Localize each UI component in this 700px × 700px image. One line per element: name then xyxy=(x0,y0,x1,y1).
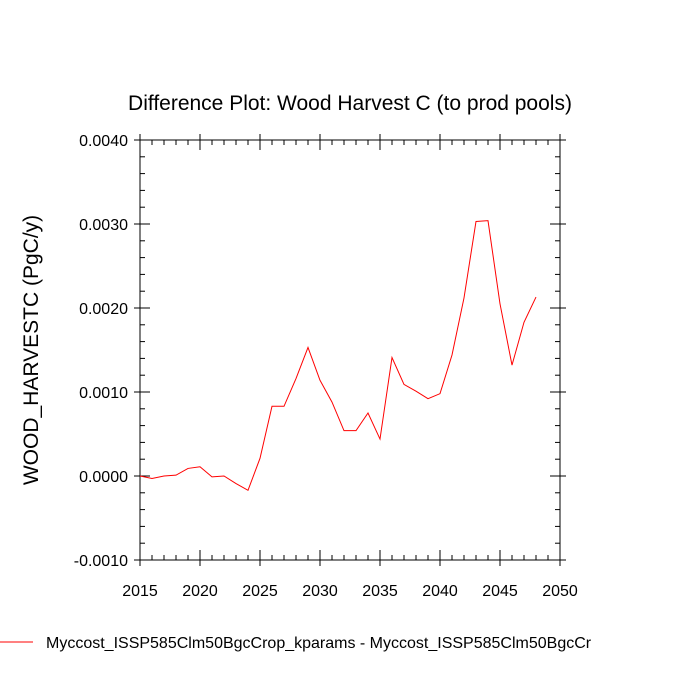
legend-label: Myccost_ISSP585Clm50BgcCrop_kparams - My… xyxy=(46,635,592,652)
series-line xyxy=(139,220,537,492)
x-tick-label: 2025 xyxy=(242,583,278,600)
y-tick-label: 0.0040 xyxy=(79,133,128,150)
legend: Myccost_ISSP585Clm50BgcCrop_kparams - My… xyxy=(0,635,592,652)
series-layer xyxy=(139,220,537,492)
x-tick-label: 2040 xyxy=(422,583,458,600)
x-tick-label: 2035 xyxy=(362,583,398,600)
y-tick-label: 0.0020 xyxy=(79,301,128,318)
y-tick-label: 0.0010 xyxy=(79,385,128,402)
x-tick-label: 2015 xyxy=(122,583,158,600)
plot-frame xyxy=(139,139,561,561)
y-tick-label: 0.0000 xyxy=(79,469,128,486)
chart-title: Difference Plot: Wood Harvest C (to prod… xyxy=(128,92,572,115)
y-tick-label: -0.0010 xyxy=(74,553,128,570)
x-tick-label: 2020 xyxy=(182,583,218,600)
x-tick-label: 2050 xyxy=(542,583,578,600)
y-tick-label: 0.0030 xyxy=(79,217,128,234)
y-axis-label: WOOD_HARVESTC (PgC/y) xyxy=(20,215,43,485)
x-tick-label: 2030 xyxy=(302,583,338,600)
plot-area: 2015 2020 2025 2030 2035 2040 2045 2050 -0.0010 0… xyxy=(74,133,578,600)
x-tick-label: 2045 xyxy=(482,583,518,600)
